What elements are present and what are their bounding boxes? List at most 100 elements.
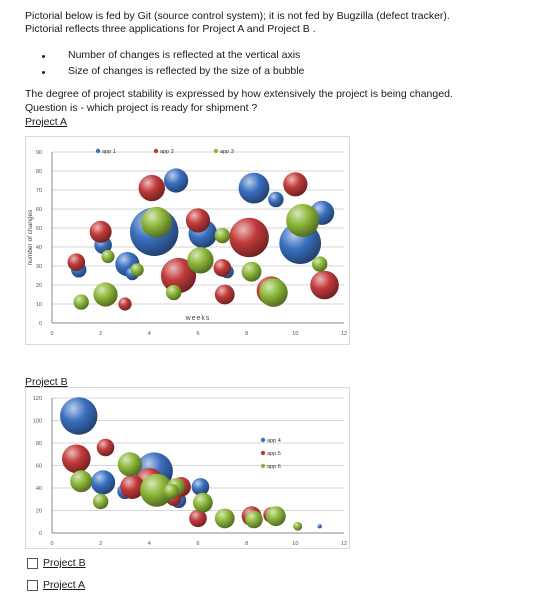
bullet-bubble-size: Size of changes is reflected by the size…	[68, 65, 305, 77]
y-tick-label: 80	[36, 441, 42, 447]
bubble-app-1	[164, 168, 189, 193]
bubble-app-2	[118, 297, 132, 311]
legend-label: app 4	[267, 438, 281, 444]
y-tick-label: 30	[36, 264, 42, 270]
question-text: Question is - which project is ready for…	[25, 102, 258, 114]
y-tick-label: 120	[33, 396, 42, 402]
bubble-app-6	[192, 492, 213, 513]
bullet-dot	[42, 71, 45, 74]
bubble-app-1	[238, 172, 270, 204]
legend-label: app 6	[267, 464, 281, 470]
option-project-b-label[interactable]: Project B	[43, 557, 86, 569]
bubble-app-6	[293, 521, 303, 531]
x-tick-label: 6	[196, 331, 199, 337]
bubble-app-2	[67, 253, 86, 271]
bubble-app-2	[185, 208, 211, 233]
project-a-heading: Project A	[25, 116, 68, 128]
bubble-app-3	[101, 249, 115, 264]
legend-marker	[95, 148, 101, 154]
y-tick-label: 90	[36, 150, 42, 156]
y-tick-label: 60	[36, 464, 42, 470]
legend-label: app 2	[160, 149, 174, 155]
x-tick-label: 12	[341, 331, 347, 337]
legend-marker	[213, 148, 219, 154]
y-tick-label: 20	[36, 509, 42, 515]
project-a-chart-svg: 0 10 20 30 40 50 60 70 80 90 0 2 4 6 8 10 12 number of ch…	[27, 148, 347, 337]
intro-line-2: Pictorial reflects three applications fo…	[25, 23, 316, 35]
x-tick-label: 0	[50, 541, 53, 547]
legend-label: app 3	[220, 149, 234, 155]
x-tick-label: 10	[292, 541, 298, 547]
y-tick-label: 0	[39, 531, 42, 537]
bubble-app-6	[117, 452, 142, 477]
legend-marker	[260, 450, 266, 456]
bubble-app-6	[214, 508, 235, 529]
x-tick-label: 6	[196, 541, 199, 547]
bubble-app-3	[93, 282, 118, 307]
bullet-dot	[42, 55, 45, 58]
x-axis-label: weeks	[185, 315, 211, 322]
stability-text: The degree of project stability is expre…	[25, 88, 453, 100]
bubble-app-6	[163, 483, 179, 500]
bubble-app-3	[259, 278, 288, 307]
bubble-app-3	[130, 263, 144, 277]
project-b-chart-svg: 0 20 40 60 80 100 120 0 2 4 6 8 10 12 app 4 app 5 app 6	[33, 396, 347, 547]
bubble-app-5	[120, 474, 145, 499]
bubble-app-3	[241, 261, 262, 282]
option-project-b-checkbox[interactable]	[27, 558, 38, 569]
x-tick-label: 4	[148, 541, 151, 547]
y-tick-label: 10	[36, 302, 42, 308]
bubble-app-3	[165, 284, 182, 301]
x-tick-label: 2	[99, 331, 102, 337]
bubble-app-3	[141, 206, 173, 238]
bubble-app-2	[310, 270, 339, 300]
option-project-a-label[interactable]: Project A	[43, 579, 86, 591]
project-b-chart: 0 20 40 60 80 100 120 0 2 4 6 8 10 12 app 4 app 5 app 6	[25, 387, 350, 549]
legend-marker	[260, 463, 266, 469]
bubble-app-3	[311, 256, 328, 272]
y-tick-label: 80	[36, 169, 42, 175]
bubble-app-3	[286, 203, 320, 237]
legend-label: app 5	[267, 451, 281, 457]
bubble-app-4	[91, 470, 116, 495]
bubble-app-2	[283, 172, 308, 197]
bubble-app-2	[214, 284, 235, 305]
bubble-app-4	[191, 478, 210, 496]
bubble-app-2	[160, 257, 197, 294]
y-tick-label: 40	[36, 486, 42, 492]
bubble-app-1	[268, 191, 284, 208]
y-tick-label: 60	[36, 207, 42, 213]
bubble-app-6	[140, 473, 174, 507]
intro-line-1: Pictorial below is fed by Git (source co…	[25, 10, 450, 22]
bubble-app-6	[92, 493, 109, 510]
y-tick-label: 0	[39, 321, 42, 327]
project-a-chart: 0 10 20 30 40 50 60 70 80 90 0 2 4 6 8 10 12 number of ch…	[25, 136, 350, 345]
bubble-app-5	[189, 509, 207, 528]
bubble-app-4	[317, 524, 322, 529]
y-tick-label: 70	[36, 188, 42, 194]
project-b-heading: Project B	[25, 376, 68, 388]
bubble-app-2	[229, 217, 269, 258]
legend-marker	[260, 437, 266, 443]
option-project-a-checkbox[interactable]	[27, 580, 38, 591]
x-tick-label: 10	[292, 331, 298, 337]
bubble-app-5	[96, 438, 115, 457]
legend-marker	[153, 148, 159, 154]
bubble-app-3	[73, 294, 89, 310]
y-tick-label: 40	[36, 245, 42, 251]
bubble-app-3	[214, 227, 231, 244]
y-tick-label: 20	[36, 283, 42, 289]
bullet-vertical-axis: Number of changes is reflected at the ve…	[68, 49, 301, 61]
legend-label: app 1	[102, 149, 116, 155]
x-tick-label: 8	[245, 331, 248, 337]
x-tick-label: 8	[245, 541, 248, 547]
y-tick-label: 100	[33, 419, 42, 425]
x-tick-label: 0	[50, 331, 53, 337]
bubble-app-2	[89, 220, 112, 243]
bubble-app-6	[245, 510, 263, 529]
bubble-app-2	[138, 174, 165, 202]
x-tick-label: 4	[148, 331, 151, 337]
y-axis-label: number of changes	[27, 209, 34, 265]
y-tick-label: 50	[36, 226, 42, 232]
bubble-app-5	[62, 444, 91, 474]
